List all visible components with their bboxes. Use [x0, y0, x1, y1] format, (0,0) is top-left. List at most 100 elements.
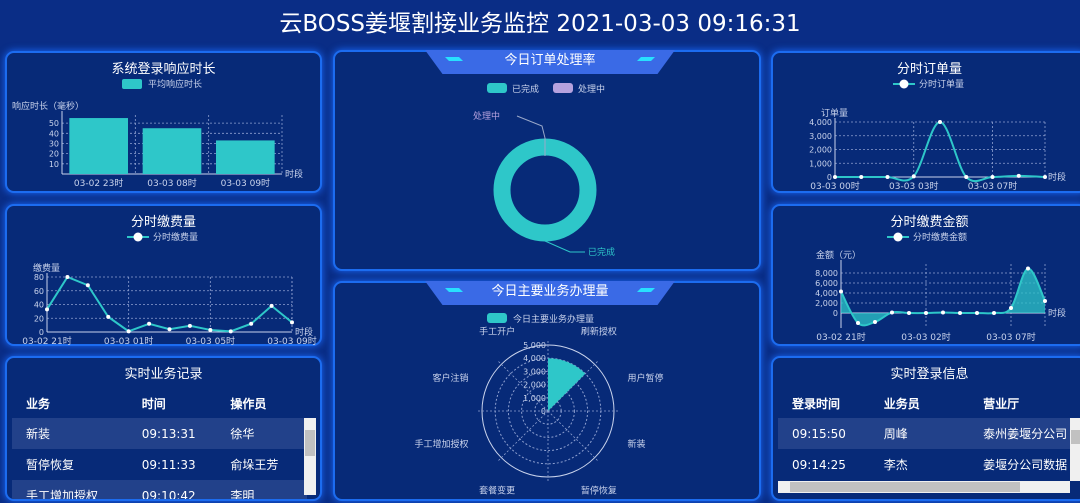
x-tick-label: 03-03 03时: [889, 180, 938, 192]
data-point: [228, 329, 233, 334]
table-cell: 09:11:33: [141, 457, 196, 472]
table-cell: 暂停恢复: [26, 458, 75, 472]
business-records-table: 业务 时间 操作员 新装 09:13:31 徐华 暂停恢复 09:11:33 俞垛王芳 手工增加授…: [12, 388, 307, 501]
x-tick-label: 03-03 08时: [147, 177, 196, 189]
bar: [142, 128, 202, 174]
y-tick-label: 0: [827, 173, 832, 182]
y-tick-label: 80: [34, 273, 44, 282]
data-point: [964, 175, 969, 179]
data-point: [1016, 173, 1021, 178]
category-label: 手工增加授权: [415, 438, 469, 450]
category-label: 暂停恢复: [581, 484, 617, 496]
legend-label: 分时缴费量: [153, 231, 198, 243]
data-point: [975, 311, 979, 315]
y-tick-label: 4,000: [809, 118, 832, 127]
table-row[interactable]: 09:15:50 周峰 泰州姜堰分公司: [778, 418, 1080, 449]
data-point: [890, 310, 894, 315]
table-cell: 周峰: [883, 427, 908, 441]
x-axis-title: 时段: [1048, 307, 1066, 319]
column-header: 操作员: [230, 396, 267, 411]
order-count-panel: 分时订单量 订单量 分时订单量 0 1,000 2,000 3,000 4,000 03-03…: [771, 51, 1080, 193]
horizontal-scrollbar[interactable]: [778, 481, 1070, 493]
legend-swatch: [487, 313, 507, 323]
legend-label: 处理中: [578, 83, 605, 95]
y-tick-label: 3,000: [809, 132, 832, 141]
data-point: [187, 323, 192, 328]
category-label: 客户注销: [433, 372, 469, 384]
y-axis-title: 金额（元）: [816, 249, 861, 261]
x-tick-label: 03-03 05时: [186, 335, 235, 347]
label-line: [516, 115, 546, 156]
y-tick-label: 20: [34, 314, 44, 323]
main-business-chart: 今日主要业务办理量 0 1,000 2,000 3,000 4,000 5,000 刷新授权用…: [415, 313, 663, 496]
category-label: 套餐变更: [479, 484, 515, 496]
y-tick-label: 60: [34, 287, 44, 296]
column-header: 业务员: [883, 396, 920, 411]
data-point: [839, 289, 843, 294]
radial-tick-label: 3,000: [523, 367, 546, 376]
legend-swatch: [487, 83, 507, 93]
legend-marker: [893, 232, 903, 242]
y-tick-label: 40: [49, 129, 59, 138]
table-cell: 李杰: [883, 458, 908, 472]
legend-swatch: [122, 79, 142, 89]
legend-label: 今日主要业务办理量: [513, 313, 594, 325]
x-axis-title: 时段: [1048, 171, 1066, 183]
login-response-panel: 系统登录响应时长 响应时长（毫秒） 平均响应时长 10 20 30 40 50 03-02 2…: [5, 51, 322, 193]
data-point: [167, 327, 172, 332]
column-header: 登录时间: [792, 396, 841, 411]
category-label: 新装: [627, 438, 645, 450]
polar-spoke: [498, 410, 549, 461]
panel-title: 分时缴费金额: [890, 215, 969, 230]
y-axis-title: 订单量: [821, 107, 848, 119]
main-business-panel: 今日主要业务办理量 今日主要业务办理量 0 1,000 2,000 3,000 4,000…: [333, 281, 761, 501]
radial-tick-label: 1,000: [523, 394, 546, 403]
data-point: [873, 320, 877, 324]
column-header: 业务: [26, 396, 51, 411]
table-cell: 09:13:31: [141, 426, 196, 441]
panel-title: 今日主要业务办理量: [425, 281, 675, 305]
polar-grid-ring: [521, 384, 575, 438]
table-row[interactable]: 手工增加授权 09:10:42 李明: [12, 480, 307, 501]
data-point: [924, 311, 928, 315]
category-label: 用户暂停: [627, 372, 663, 384]
data-point: [1026, 266, 1030, 271]
panel-title: 今日订单处理率: [425, 50, 675, 74]
table-row[interactable]: 暂停恢复 09:11:33 俞垛王芳: [12, 449, 307, 480]
polar-grid-ring: [507, 370, 589, 452]
data-point: [1009, 306, 1013, 310]
legend-label: 已完成: [512, 83, 539, 95]
x-tick-label: 03-03 07时: [986, 331, 1035, 343]
x-tick-label: 03-03 01时: [104, 335, 153, 347]
area-fill: [841, 268, 1045, 326]
table-row[interactable]: 09:14:25 李杰 姜堰分公司数据: [778, 449, 1080, 480]
radial-tick-label: 2,000: [523, 381, 546, 390]
table-row[interactable]: 新装 09:13:31 徐华: [12, 418, 307, 449]
y-tick-label: 50: [49, 119, 59, 128]
data-point: [147, 321, 152, 326]
y-tick-label: 20: [49, 150, 59, 159]
data-point: [249, 321, 254, 326]
y-tick-label: 0: [833, 309, 838, 318]
table-cell: 手工增加授权: [26, 489, 99, 501]
bar: [69, 118, 128, 174]
data-point: [990, 175, 995, 179]
data-point: [45, 307, 49, 312]
slice-label: 处理中: [473, 110, 500, 122]
panel-title: 分时缴费量: [130, 215, 196, 230]
data-point: [833, 175, 837, 179]
column-header: 时间: [141, 396, 166, 411]
table-cell: 泰州姜堰分公司: [983, 427, 1068, 441]
data-point: [859, 175, 864, 179]
scrollbar[interactable]: [304, 418, 316, 495]
panel-title: 实时登录信息: [890, 367, 969, 382]
order-rate-panel: 今日订单处理率 已完成 处理中 处理中 已完成: [333, 50, 761, 271]
y-tick-label: 0: [39, 328, 44, 337]
scrollbar[interactable]: [1070, 418, 1080, 481]
panel-title: 分时订单量: [896, 62, 962, 77]
data-point: [269, 303, 274, 308]
x-tick-label: 03-02 23时: [74, 177, 123, 189]
table-cell: 李明: [230, 489, 255, 501]
